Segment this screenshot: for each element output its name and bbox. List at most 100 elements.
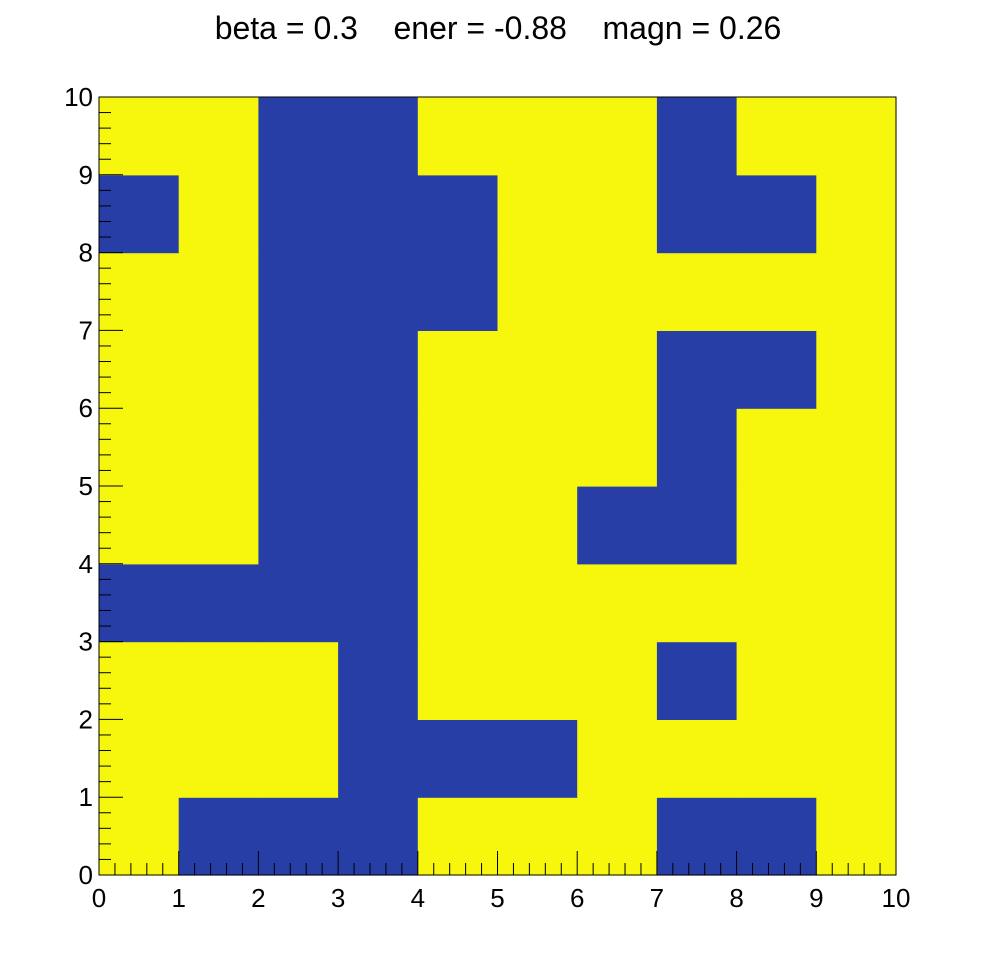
x-axis-tick-labels: 0 1 2 3 4 5 6 7 8 9 10 [92, 883, 911, 913]
heatmap-cell [338, 174, 419, 254]
heatmap-cell [656, 174, 738, 254]
heatmap-cell [577, 97, 658, 176]
heatmap-cell [816, 486, 897, 565]
heatmap-cell [258, 252, 339, 331]
axis-ticks [98, 96, 897, 876]
heatmap-cell [577, 330, 658, 409]
x-tick-label: 1 [171, 883, 185, 913]
heatmap-cell [258, 797, 339, 876]
heatmap-cell [178, 252, 259, 331]
heatmap-cell [178, 719, 259, 798]
heatmap-cell [656, 408, 738, 487]
heatmap-cell [258, 408, 339, 487]
x-tick-label: 0 [92, 883, 106, 913]
y-tick-label: 8 [79, 238, 93, 268]
heatmap-cell [736, 174, 817, 254]
heatmap-cell [577, 486, 658, 565]
heatmap-cell [178, 641, 259, 720]
heatmap-cell [497, 641, 578, 720]
heatmap-cell [497, 719, 578, 798]
x-tick-label: 2 [251, 883, 265, 913]
heatmap-cell [99, 252, 180, 331]
heatmap-cell [656, 486, 738, 565]
heatmap-cell [178, 408, 259, 487]
heatmap-cell [258, 330, 339, 409]
heatmap-cell [497, 330, 578, 409]
heatmap-cell [577, 252, 658, 331]
heatmap-cell [736, 252, 817, 331]
heatmap-cell [338, 563, 419, 643]
heatmap-cell [497, 486, 578, 565]
heatmap-cell [99, 563, 180, 643]
heatmap-cell [497, 174, 578, 254]
heatmap-cell [417, 641, 499, 720]
y-tick-label: 6 [79, 393, 93, 423]
heatmap-cell [656, 330, 738, 409]
heatmap-cell [99, 486, 180, 565]
heatmap-cell [656, 797, 738, 876]
heatmap-cell [338, 330, 419, 409]
heatmap-cell [656, 252, 738, 331]
heatmap-cell [417, 486, 499, 565]
heatmap-cell [178, 797, 259, 876]
x-tick-label: 3 [331, 883, 345, 913]
heatmap-cell [736, 97, 817, 176]
x-tick-label: 7 [650, 883, 664, 913]
heatmap-cell [417, 719, 499, 798]
y-tick-label: 7 [79, 315, 93, 345]
heatmap-cell [656, 97, 738, 176]
y-tick-label: 5 [79, 471, 93, 501]
heatmap-cell [417, 330, 499, 409]
heatmap-cell [816, 252, 897, 331]
heatmap-cell [577, 641, 658, 720]
x-tick-label: 9 [809, 883, 823, 913]
heatmap-cell [417, 563, 499, 643]
heatmap-cell [258, 97, 339, 176]
heatmap-cell [338, 797, 419, 876]
heatmap-cell [816, 97, 897, 176]
heatmap-cell [99, 174, 180, 254]
heatmap-cell [338, 97, 419, 176]
heatmap-cell [497, 97, 578, 176]
heatmap-cell [258, 641, 339, 720]
chart-title: beta = 0.3 ener = -0.88 magn = 0.26 [214, 10, 782, 46]
heatmap-cell [417, 174, 499, 254]
heatmap-cell [497, 252, 578, 331]
heatmap-cell [178, 174, 259, 254]
heatmap-cell [99, 330, 180, 409]
x-tick-label: 4 [411, 883, 425, 913]
heatmap-cell [258, 174, 339, 254]
heatmap-cell [178, 97, 259, 176]
heatmap-cell [577, 797, 658, 876]
heatmap-cell [736, 797, 817, 876]
heatmap-cell [736, 408, 817, 487]
heatmap-cell [338, 252, 419, 331]
heatmap-cell [99, 797, 180, 876]
heatmap-cell [736, 641, 817, 720]
heatmap-cell [577, 719, 658, 798]
y-tick-label: 1 [79, 782, 93, 812]
heatmap-cell [258, 719, 339, 798]
heatmap-cell [736, 330, 817, 409]
heatmap-cell [99, 641, 180, 720]
y-tick-label: 9 [79, 160, 93, 190]
y-tick-label: 2 [79, 704, 93, 734]
heatmap-cell [577, 563, 658, 643]
heatmap-cell [497, 797, 578, 876]
y-tick-label: 10 [64, 82, 93, 112]
heatmap-cell [417, 408, 499, 487]
heatmap-cell [338, 641, 419, 720]
heatmap-cell [656, 641, 738, 720]
heatmap-cell [816, 641, 897, 720]
heatmap-cell [816, 330, 897, 409]
x-tick-label: 6 [570, 883, 584, 913]
y-axis-tick-labels: 0 1 2 3 4 5 6 7 8 9 10 [64, 82, 93, 890]
heatmap-cell [258, 563, 339, 643]
x-tick-label: 10 [882, 883, 911, 913]
heatmap-cell [338, 486, 419, 565]
y-tick-label: 0 [79, 860, 93, 890]
heatmap-cell [258, 486, 339, 565]
heatmap-cell [736, 486, 817, 565]
heatmap-cell [417, 797, 499, 876]
